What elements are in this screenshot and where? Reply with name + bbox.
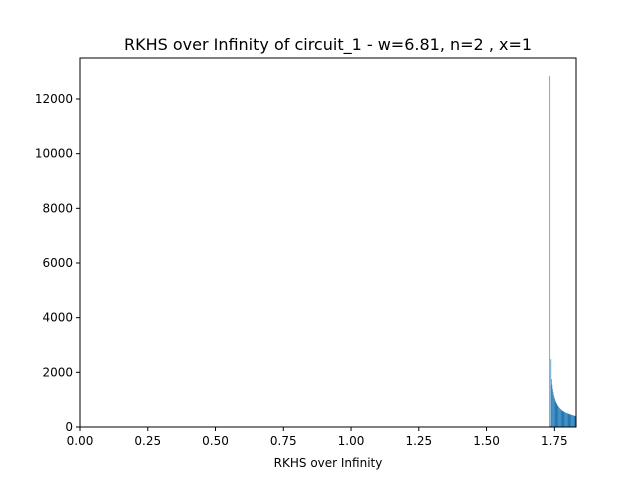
histogram-bar [561,410,563,427]
y-tick-label: 12000 [35,92,73,106]
histogram-bar [557,405,558,427]
histogram-bar [563,411,565,427]
x-tick-label: 0.75 [270,434,297,448]
histogram-bar [564,412,566,427]
histogram-bar [574,416,576,427]
histogram-bar [574,415,575,427]
histogram-bar [571,414,573,427]
x-tick-label: 0.25 [134,434,161,448]
histogram-bar [564,411,565,427]
histogram-bar [559,408,560,427]
histogram-bar [554,400,556,427]
histogram-bar [562,411,564,427]
chart-title: RKHS over Infinity of circuit_1 - w=6.81… [124,35,532,55]
y-tick-label: 8000 [42,201,73,215]
histogram-bar [570,414,571,427]
histogram-bar [554,398,555,427]
x-tick-label: 1.75 [541,434,568,448]
histogram-bar [562,411,564,427]
x-tick-label: 0.00 [67,434,94,448]
histogram-bar [567,413,569,427]
y-tick-label: 10000 [35,147,73,161]
histogram-bar [555,401,557,427]
x-tick-label: 1.50 [473,434,500,448]
x-axis-label: RKHS over Infinity [274,456,383,470]
histogram-bar [551,384,553,427]
histogram-bar [550,359,552,427]
histogram-bar [553,396,555,427]
histogram-bar [549,425,551,427]
histogram-bar [565,412,566,427]
x-tick-label: 1.25 [405,434,432,448]
histogram-bar [558,406,559,427]
histogram-bar [559,408,561,427]
histogram-bar [560,409,561,427]
histogram-bar [558,407,560,427]
histogram-bar [572,415,574,427]
x-axis-ticks: 0.00 0.25 0.50 0.75 1.00 1.25 1.50 1.75 [67,427,568,448]
histogram-bar [555,402,557,427]
histogram-bar [561,410,562,427]
histogram-bar [568,414,570,427]
histogram-bars [549,75,576,428]
histogram-bar [573,415,574,427]
histogram-bar [565,412,567,427]
histogram-bar [551,379,552,427]
histogram-bar [566,413,567,427]
histogram-bar [560,409,562,427]
histogram-bar [556,404,558,427]
histogram-bar [552,388,553,427]
y-axis-ticks: 0 2000 4000 6000 8000 10000 12000 [35,92,80,434]
histogram-bar [557,405,559,427]
y-tick-label: 0 [65,420,73,434]
y-tick-label: 6000 [42,256,73,270]
histogram-bar [571,414,572,427]
plot-frame [79,57,577,428]
y-tick-label: 4000 [42,311,73,325]
histogram-bar [573,415,575,427]
y-tick-label: 2000 [42,365,73,379]
histogram-bar [568,413,570,427]
histogram-bar [549,75,551,428]
x-tick-label: 0.50 [202,434,229,448]
x-tick-label: 1.00 [338,434,365,448]
histogram-bar [566,413,568,427]
histogram-bar [572,415,573,427]
histogram-bar [552,392,554,427]
histogram-bar [570,414,572,427]
histogram-bar [567,413,568,427]
histogram-bar [553,394,554,427]
histogram-bar [569,414,571,427]
